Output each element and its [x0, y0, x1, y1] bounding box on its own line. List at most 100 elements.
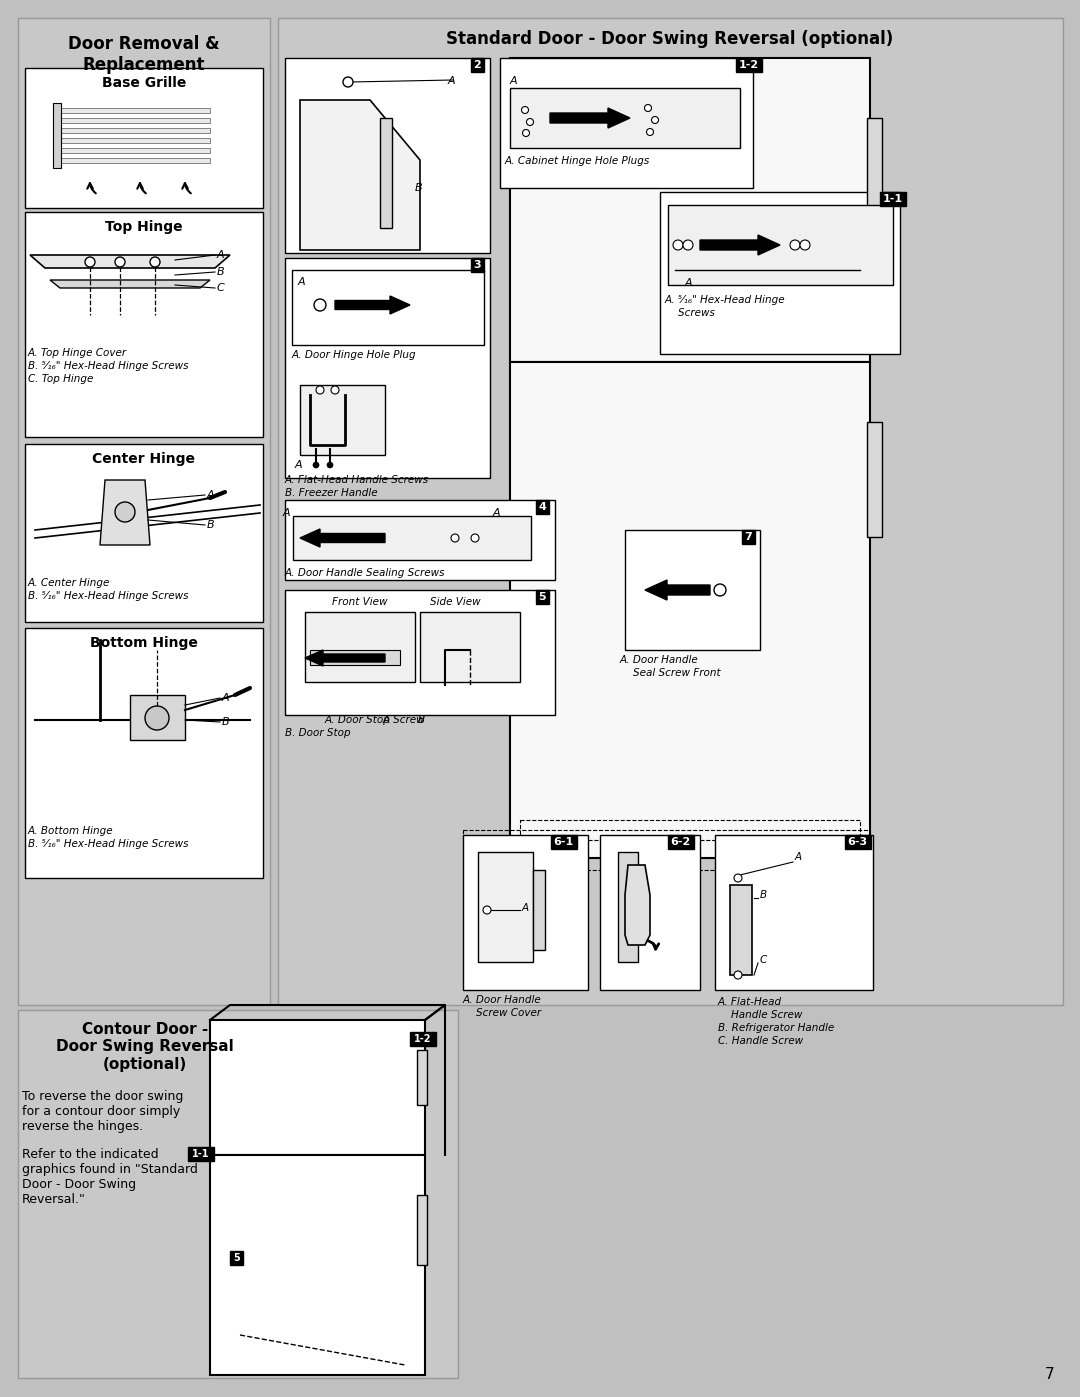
- Bar: [55, 138, 210, 142]
- Circle shape: [471, 534, 480, 542]
- Polygon shape: [30, 256, 230, 268]
- Text: B: B: [415, 183, 422, 193]
- Bar: [845, 835, 870, 849]
- Circle shape: [343, 77, 353, 87]
- Polygon shape: [625, 865, 650, 944]
- Circle shape: [330, 386, 339, 394]
- Text: Contour Door -
Door Swing Reversal
(optional): Contour Door - Door Swing Reversal (opti…: [56, 1023, 234, 1071]
- Circle shape: [327, 462, 333, 468]
- Text: Center Hinge: Center Hinge: [93, 453, 195, 467]
- Bar: [417, 1194, 427, 1264]
- Bar: [730, 886, 752, 975]
- Bar: [18, 1010, 458, 1377]
- Bar: [55, 129, 210, 133]
- Text: 4: 4: [538, 502, 546, 511]
- Bar: [292, 270, 484, 345]
- Bar: [130, 694, 185, 740]
- Circle shape: [150, 257, 160, 267]
- Circle shape: [714, 584, 726, 597]
- Bar: [188, 1147, 214, 1161]
- Text: A: A: [370, 715, 390, 725]
- Bar: [420, 612, 519, 682]
- Bar: [55, 108, 210, 113]
- Bar: [310, 650, 400, 665]
- Bar: [25, 444, 264, 622]
- Text: Top Hinge: Top Hinge: [105, 219, 183, 235]
- Circle shape: [647, 129, 653, 136]
- FancyArrow shape: [305, 650, 384, 666]
- Bar: [742, 529, 755, 543]
- Bar: [471, 258, 484, 272]
- Bar: [510, 362, 870, 858]
- FancyArrow shape: [300, 529, 384, 548]
- Circle shape: [451, 534, 459, 542]
- Text: To reverse the door swing
for a contour door simply
reverse the hinges.: To reverse the door swing for a contour …: [22, 1090, 184, 1133]
- Bar: [25, 212, 264, 437]
- Text: A: A: [282, 509, 291, 518]
- Text: 6-3: 6-3: [848, 837, 868, 847]
- Bar: [55, 158, 210, 163]
- Text: 1-2: 1-2: [739, 60, 759, 70]
- Text: 6-2: 6-2: [671, 837, 691, 847]
- Text: 1-1: 1-1: [192, 1148, 210, 1160]
- Text: 1-1: 1-1: [882, 194, 903, 204]
- Text: A: A: [222, 693, 230, 703]
- Text: C. Handle Screw: C. Handle Screw: [718, 1037, 804, 1046]
- Polygon shape: [100, 481, 150, 545]
- Text: A: A: [510, 75, 517, 87]
- Bar: [867, 422, 882, 536]
- Text: B. ⁵⁄₁₆" Hex-Head Hinge Screws: B. ⁵⁄₁₆" Hex-Head Hinge Screws: [28, 360, 189, 372]
- Text: A. Center Hinge: A. Center Hinge: [28, 578, 110, 588]
- Bar: [478, 852, 534, 963]
- Text: A: A: [522, 902, 529, 914]
- Bar: [536, 590, 549, 604]
- Text: A: A: [492, 509, 501, 518]
- Circle shape: [316, 386, 324, 394]
- Bar: [500, 59, 753, 189]
- Bar: [660, 191, 900, 353]
- Bar: [285, 590, 555, 715]
- Text: 3: 3: [473, 260, 481, 270]
- Circle shape: [789, 240, 800, 250]
- Text: Screw Cover: Screw Cover: [463, 1009, 541, 1018]
- Bar: [210, 1155, 426, 1375]
- Bar: [715, 835, 873, 990]
- Text: Refer to the indicated
graphics found in "Standard
Door - Door Swing
Reversal.": Refer to the indicated graphics found in…: [22, 1148, 198, 1206]
- Bar: [25, 68, 264, 208]
- Text: B. Refrigerator Handle: B. Refrigerator Handle: [718, 1023, 834, 1032]
- Bar: [278, 18, 1063, 1004]
- Text: 7: 7: [1045, 1368, 1055, 1382]
- FancyArrow shape: [645, 580, 710, 599]
- Bar: [880, 191, 905, 205]
- Circle shape: [114, 502, 135, 522]
- Bar: [669, 205, 893, 285]
- Bar: [536, 500, 549, 514]
- Text: 1-2: 1-2: [414, 1034, 432, 1044]
- Circle shape: [313, 462, 319, 468]
- Bar: [53, 103, 60, 168]
- Bar: [471, 59, 484, 73]
- Bar: [410, 1032, 435, 1046]
- Circle shape: [734, 875, 742, 882]
- Text: B. ⁵⁄₁₆" Hex-Head Hinge Screws: B. ⁵⁄₁₆" Hex-Head Hinge Screws: [28, 591, 189, 601]
- Text: A. Cabinet Hinge Hole Plugs: A. Cabinet Hinge Hole Plugs: [505, 156, 650, 166]
- Circle shape: [734, 971, 742, 979]
- Text: 5: 5: [233, 1253, 240, 1263]
- Text: A: A: [685, 278, 692, 288]
- Text: A. Bottom Hinge: A. Bottom Hinge: [28, 826, 113, 835]
- Circle shape: [645, 105, 651, 112]
- Text: A. Door Handle: A. Door Handle: [463, 995, 542, 1004]
- Text: A. ⁵⁄₁₆" Hex-Head Hinge: A. ⁵⁄₁₆" Hex-Head Hinge: [665, 295, 785, 305]
- Circle shape: [527, 119, 534, 126]
- Circle shape: [800, 240, 810, 250]
- Bar: [551, 835, 577, 849]
- Text: B: B: [217, 267, 225, 277]
- Circle shape: [673, 240, 683, 250]
- Text: B. ⁵⁄₁₆" Hex-Head Hinge Screws: B. ⁵⁄₁₆" Hex-Head Hinge Screws: [28, 840, 189, 849]
- Circle shape: [145, 705, 168, 731]
- Text: Handle Screw: Handle Screw: [718, 1010, 802, 1020]
- Text: Bottom Hinge: Bottom Hinge: [90, 636, 198, 650]
- Text: 6-1: 6-1: [554, 837, 573, 847]
- Bar: [25, 629, 264, 877]
- Text: B: B: [760, 890, 767, 900]
